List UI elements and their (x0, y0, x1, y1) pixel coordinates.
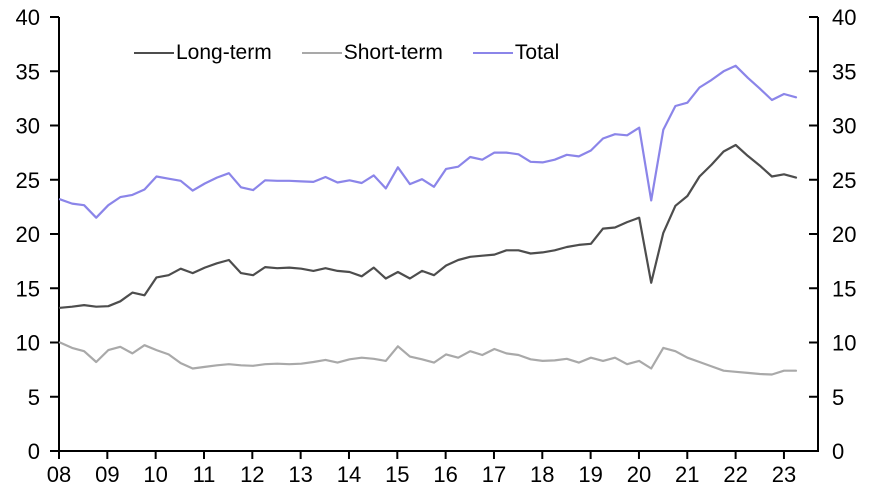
legend-item-short-term: Short-term (301, 41, 443, 64)
x-axis-tick-label: 17 (482, 462, 506, 487)
x-axis-tick-label: 21 (675, 462, 699, 487)
right-axis-tick-label: 25 (832, 168, 856, 193)
x-axis-tick-label: 08 (47, 462, 71, 487)
left-axis-tick-label: 5 (28, 385, 40, 410)
x-axis-tick-label: 09 (95, 462, 119, 487)
x-axis-tick-label: 18 (530, 462, 554, 487)
long-term-line-swatch (134, 51, 174, 54)
left-axis-tick-label: 0 (28, 439, 40, 464)
legend-item-total: Total (472, 41, 560, 64)
left-axis-tick-label: 30 (16, 114, 40, 139)
right-axis-tick-label: 20 (832, 222, 856, 247)
short-term-line (58, 341, 798, 376)
x-axis-tick-label: 19 (578, 462, 602, 487)
legend-label-short-term: Short-term (343, 41, 443, 64)
x-axis-tick-label: 23 (772, 462, 796, 487)
legend-item-long-term: Long-term (134, 42, 272, 63)
total-line (58, 64, 798, 219)
x-axis-tick-label: 14 (337, 462, 361, 487)
chart-legend: Long-term Short-term Total (134, 42, 559, 63)
left-axis-tick-label: 20 (16, 222, 40, 247)
left-axis-tick-label: 35 (16, 59, 40, 84)
x-axis-tick-label: 16 (433, 462, 457, 487)
x-axis-tick-label: 10 (143, 462, 167, 487)
x-axis-tick-label: 11 (193, 462, 216, 487)
long-term-line (58, 143, 798, 309)
x-axis-tick-label: 13 (288, 462, 312, 487)
right-axis-tick-label: 30 (832, 114, 856, 139)
x-axis-tick-label: 22 (723, 462, 747, 487)
x-axis-tick-label: 12 (240, 462, 264, 487)
total-line-swatch (472, 51, 513, 54)
x-axis-tick-label: 15 (385, 462, 409, 487)
left-axis-tick-label: 10 (16, 331, 40, 356)
right-axis-tick-label: 35 (832, 59, 856, 84)
legend-label-total: Total (514, 41, 560, 64)
left-axis-tick-label: 15 (16, 276, 40, 301)
right-axis-tick-label: 0 (832, 439, 844, 464)
x-axis-tick-label: 20 (627, 462, 651, 487)
right-axis-tick-label: 15 (832, 276, 856, 301)
right-axis-tick-label: 10 (832, 331, 856, 356)
legend-label-long-term: Long-term (176, 41, 272, 64)
right-axis-tick-label: 40 (832, 5, 856, 30)
left-axis-tick-label: 25 (16, 168, 40, 193)
right-axis-tick-label: 5 (832, 385, 844, 410)
short-term-line-swatch (301, 51, 342, 54)
left-axis-tick-label: 40 (16, 5, 40, 30)
